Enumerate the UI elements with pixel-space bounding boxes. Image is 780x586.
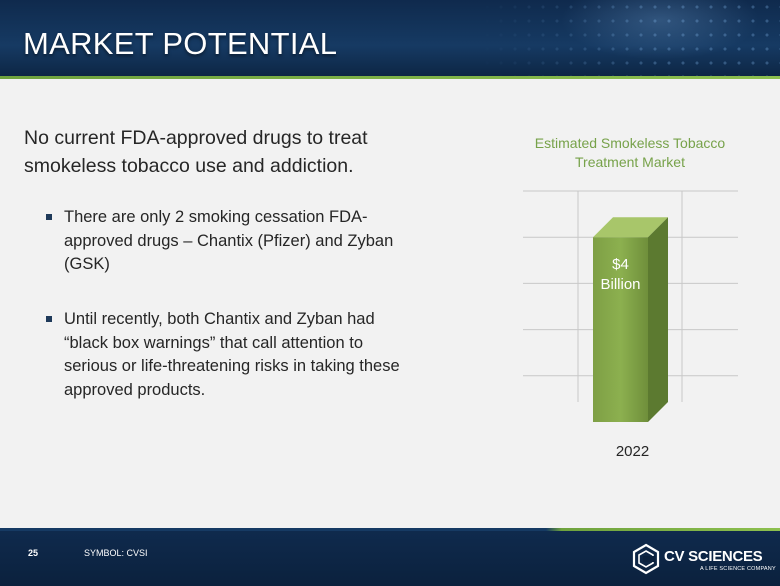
bar-data-label-line: $4 [612, 256, 629, 273]
bullet-text-1: There are only 2 smoking cessation FDA-a… [64, 208, 394, 273]
header-banner: MARKET POTENTIAL [0, 0, 780, 76]
logo-tagline: A LIFE SCIENCE COMPANY [700, 566, 776, 572]
bullet-text-2: Until recently, both Chantix and Zyban h… [64, 310, 400, 399]
lead-text: No current FDA-approved drugs to treat s… [24, 127, 368, 177]
chart-labels: $4 Billion 2022 [600, 256, 649, 460]
bullet-item-2: Until recently, both Chantix and Zyban h… [46, 308, 414, 402]
chart-title: Estimated Smokeless Tobacco Treatment Ma… [534, 135, 726, 170]
page-number: 25 [28, 548, 39, 558]
bullet-item-1: There are only 2 smoking cessation FDA-a… [46, 206, 414, 277]
header-accent-line [0, 76, 780, 79]
footer-accent-line [0, 528, 780, 531]
square-bullet-icon [46, 214, 52, 220]
header-dot-pattern [480, 0, 780, 76]
chart-bars [593, 217, 668, 422]
company-logo-icon [632, 543, 660, 575]
bar-front [593, 237, 648, 422]
stock-symbol: SYMBOL: CVSI [84, 548, 148, 558]
x-tick-label: 2022 [616, 443, 649, 460]
slide-title: MARKET POTENTIAL [23, 26, 338, 61]
bar-side [648, 217, 668, 422]
header-glow [560, 0, 760, 60]
square-bullet-icon [46, 316, 52, 322]
logo-wordmark: CV SCIENCES [664, 548, 763, 565]
bar-data-label-line: Billion [600, 276, 640, 293]
bar-data-label: $4 Billion [600, 256, 640, 293]
bar-top [593, 217, 668, 238]
